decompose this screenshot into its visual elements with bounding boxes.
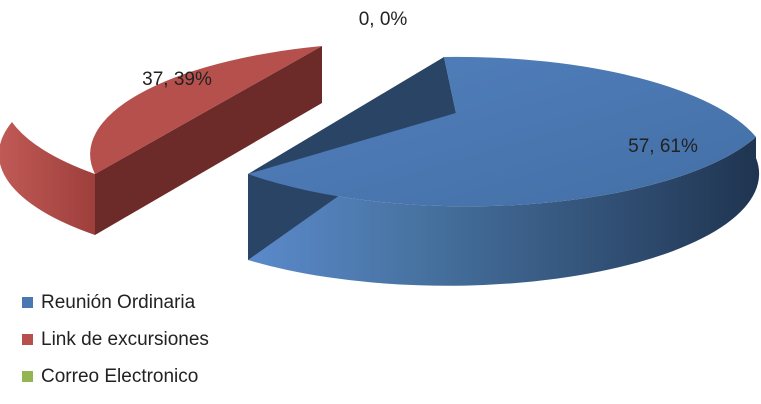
slice-top-reunion-ordinaria	[248, 56, 756, 207]
legend-swatch-reunion-ordinaria	[22, 297, 33, 308]
legend-item-reunion-ordinaria: Reunión Ordinaria	[22, 284, 209, 321]
chart-legend: Reunión Ordinaria Link de excursiones Co…	[22, 284, 209, 395]
pie-slice-link-de-excursiones	[0, 46, 322, 235]
legend-label: Correo Electronico	[41, 365, 199, 387]
pie-slice-reunion-ordinaria	[248, 56, 760, 286]
legend-label: Link de excursiones	[41, 328, 209, 350]
legend-item-link-de-excursiones: Link de excursiones	[22, 321, 209, 358]
slice-cut-face-link-de-excursiones	[95, 46, 322, 235]
slice-side-reunion-ordinaria	[248, 137, 760, 286]
data-label-reunion-ordinaria: 57, 61%	[628, 136, 698, 157]
slice-side-link-de-excursiones	[0, 122, 95, 235]
data-label-link-de-excursiones: 37, 39%	[142, 69, 212, 90]
legend-label: Reunión Ordinaria	[41, 291, 196, 313]
legend-swatch-link-de-excursiones	[22, 334, 33, 345]
slice-top-link-de-excursiones	[90, 46, 322, 174]
legend-swatch-correo-electronico	[22, 371, 33, 382]
data-label-correo-electronico: 0, 0%	[359, 9, 408, 30]
legend-item-correo-electronico: Correo Electronico	[22, 358, 209, 395]
